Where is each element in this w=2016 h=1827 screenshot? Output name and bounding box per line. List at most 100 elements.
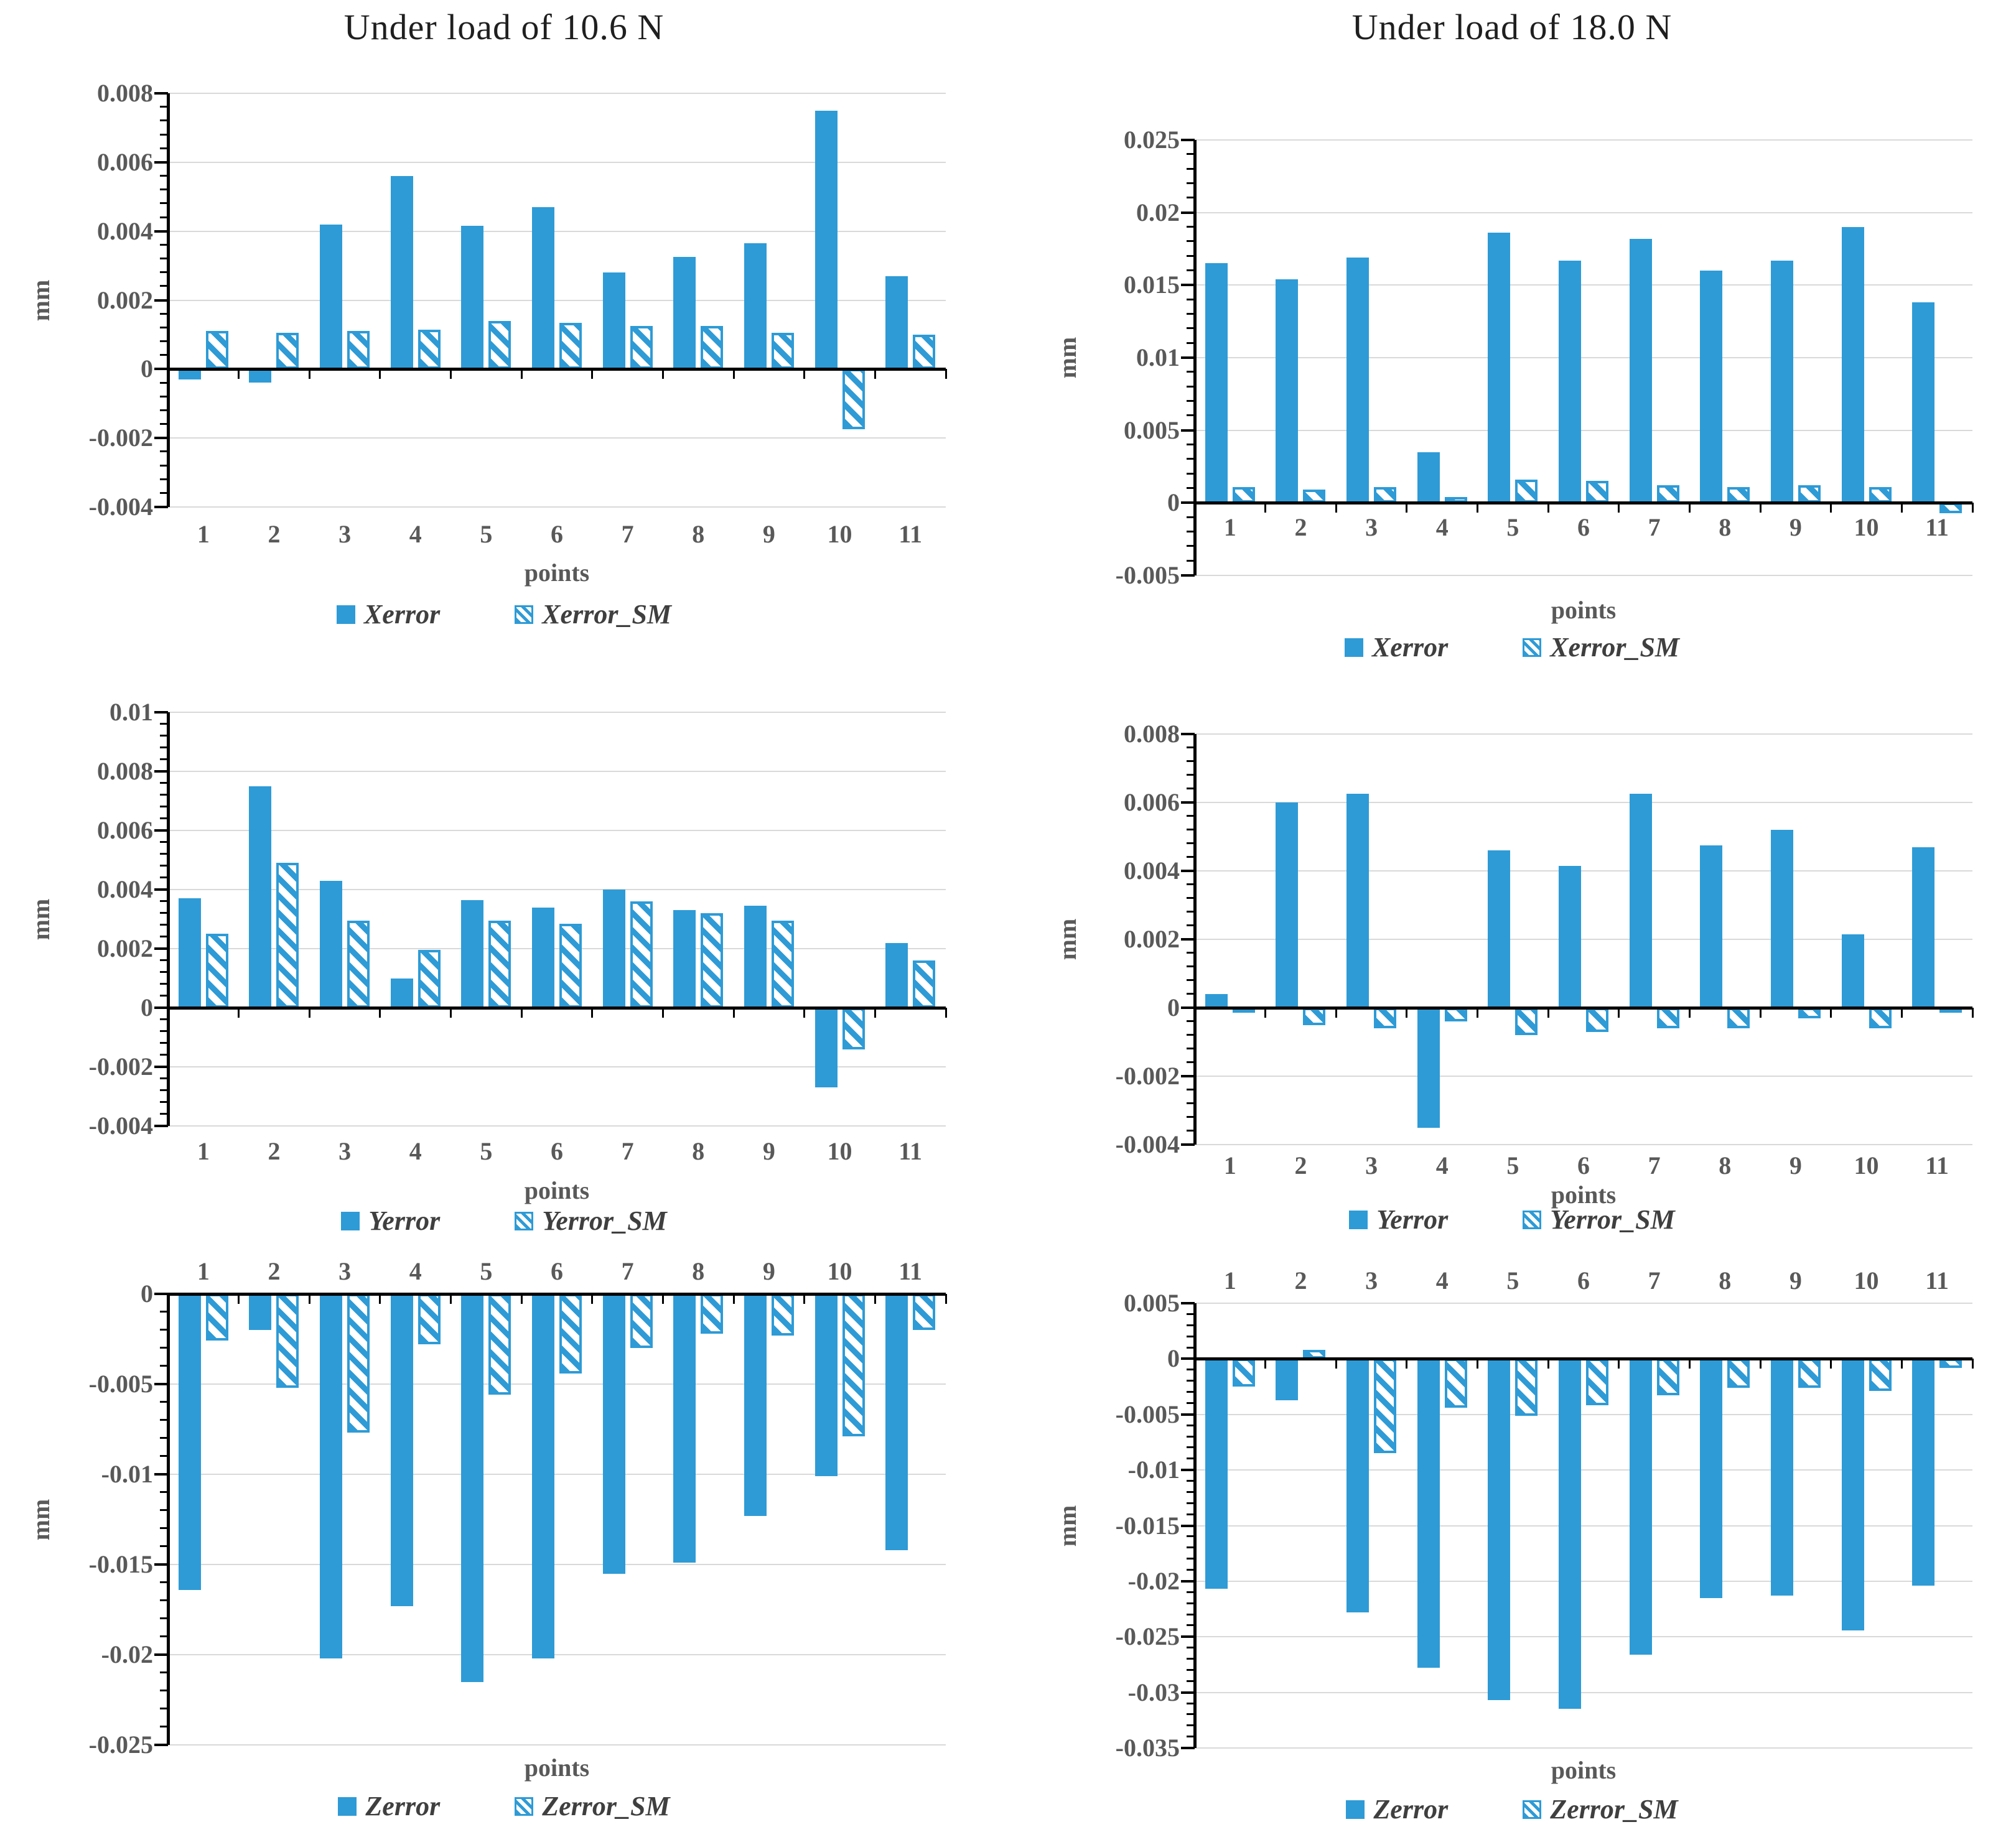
y-tick-label: -0.025 (88, 1731, 153, 1759)
bar-Zerror_SM-point-5 (488, 1294, 511, 1395)
category-label: 11 (898, 1257, 923, 1285)
category-label: 11 (1925, 1151, 1949, 1179)
y-tick-minor (1187, 342, 1195, 344)
gridline (168, 506, 946, 508)
bar-Xerror-point-10 (1841, 227, 1864, 503)
y-tick-minor (160, 746, 168, 748)
y-tick-minor (1187, 760, 1195, 762)
bar-Yerror_SM-point-3 (347, 920, 370, 1008)
x-axis-tick (945, 1008, 947, 1018)
y-tick-minor (1187, 1658, 1195, 1660)
x-axis-title: points (524, 1176, 590, 1204)
y-tick-minor (160, 1635, 168, 1637)
y-tick-minor (1187, 897, 1195, 899)
x-axis-zero-line (1195, 501, 1972, 504)
y-tick-minor (1187, 1402, 1195, 1404)
bar-Yerror-point-6 (532, 907, 554, 1008)
bar-Yerror_SM-point-10 (1869, 1008, 1892, 1028)
y-tick-label: -0.02 (1127, 1566, 1180, 1595)
gridline (168, 1564, 946, 1565)
bar-Xerror-point-2 (1276, 279, 1299, 503)
bar-Zerror_SM-point-8 (701, 1294, 724, 1334)
category-label: 4 (409, 1257, 422, 1285)
category-label: 5 (1506, 513, 1519, 542)
y-tick-minor (160, 817, 168, 819)
legend-swatch-solid-icon (341, 1211, 360, 1230)
y-tick-label: 0.025 (1124, 126, 1180, 154)
y-tick-minor (160, 147, 168, 149)
y-tick-minor (160, 1726, 168, 1727)
category-label: 1 (1223, 1267, 1236, 1295)
bar-Yerror_SM-point-10 (842, 1008, 865, 1049)
y-tick-minor (1187, 856, 1195, 858)
y-tick-label: 0.004 (97, 875, 153, 903)
y-tick-major (1181, 356, 1195, 359)
y-tick-minor (1187, 1602, 1195, 1604)
y-tick-minor (1187, 197, 1195, 199)
gridline (168, 437, 946, 439)
bar-Xerror-point-4 (390, 176, 413, 370)
bar-Yerror_SM-point-4 (418, 950, 441, 1008)
y-axis-line (1193, 734, 1197, 1145)
y-tick-major (154, 1125, 168, 1127)
category-label: 10 (1854, 513, 1879, 542)
bar-Yerror_SM-point-2 (276, 863, 299, 1008)
x-axis-tick (1477, 1008, 1479, 1018)
y-tick-major (1181, 1635, 1195, 1639)
y-tick-minor (1187, 924, 1195, 926)
y-tick-minor (160, 1509, 168, 1511)
x-axis-tick (945, 1294, 947, 1304)
bar-Zerror_SM-point-10 (842, 1294, 865, 1437)
gridline (1195, 1747, 1972, 1749)
y-tick-minor (160, 853, 168, 855)
y-tick-major (1181, 733, 1195, 735)
gridline (168, 948, 946, 949)
category-label: 2 (268, 520, 281, 548)
legend-label: Yerror (368, 1206, 441, 1236)
bar-Yerror-point-8 (1700, 845, 1723, 1008)
x-axis-tick (167, 1008, 169, 1018)
category-label: 9 (762, 1257, 775, 1285)
legend-item-Zerror_SM: Zerror_SM (1523, 1793, 1678, 1825)
x-axis-tick (661, 369, 664, 379)
y-tick-minor (160, 478, 168, 480)
y-tick-label: -0.015 (88, 1550, 153, 1578)
legend-swatch-hatched-icon (515, 1211, 534, 1230)
y-tick-minor (160, 735, 168, 737)
bar-Yerror_SM-point-5 (1515, 1008, 1538, 1035)
y-tick-minor (1187, 1089, 1195, 1090)
x-axis-tick (803, 369, 806, 379)
y-tick-minor (1187, 1335, 1195, 1337)
y-tick-label: 0.006 (97, 147, 153, 176)
bar-Xerror_SM-point-6 (1586, 481, 1608, 503)
x-axis-tick (1335, 503, 1337, 513)
y-axis-line (166, 1294, 170, 1745)
gridline (168, 1066, 946, 1067)
category-label: 1 (197, 1257, 210, 1285)
y-tick-label: -0.025 (1115, 1622, 1180, 1651)
y-axis-title: mm (1053, 337, 1081, 379)
bar-Zerror-point-6 (532, 1294, 554, 1658)
y-tick-minor (1187, 1513, 1195, 1515)
bar-Zerror_SM-point-8 (1727, 1359, 1750, 1388)
x-axis-title: points (1551, 596, 1617, 624)
chart-title: Under load of 18.0 N (1351, 7, 1673, 47)
bar-Zerror_SM-point-10 (1869, 1359, 1892, 1392)
bar-Yerror_SM-point-4 (1444, 1008, 1467, 1021)
x-axis-tick (1547, 1359, 1549, 1369)
y-tick-minor (160, 312, 168, 315)
category-label: 9 (1789, 1151, 1802, 1179)
x-axis-title: points (524, 559, 590, 587)
y-tick-minor (1187, 400, 1195, 402)
y-tick-minor (1187, 1668, 1195, 1671)
y-tick-minor (1187, 545, 1195, 547)
gridline (1195, 1076, 1972, 1077)
x-axis-tick (874, 369, 876, 379)
category-label: 1 (1223, 513, 1236, 542)
y-tick-minor (1187, 829, 1195, 830)
y-tick-minor (1187, 1380, 1195, 1382)
y-tick-minor (1187, 746, 1195, 748)
bar-Xerror_SM-point-10 (842, 369, 865, 430)
y-tick-minor (1187, 979, 1195, 981)
x-axis-tick (591, 369, 594, 379)
